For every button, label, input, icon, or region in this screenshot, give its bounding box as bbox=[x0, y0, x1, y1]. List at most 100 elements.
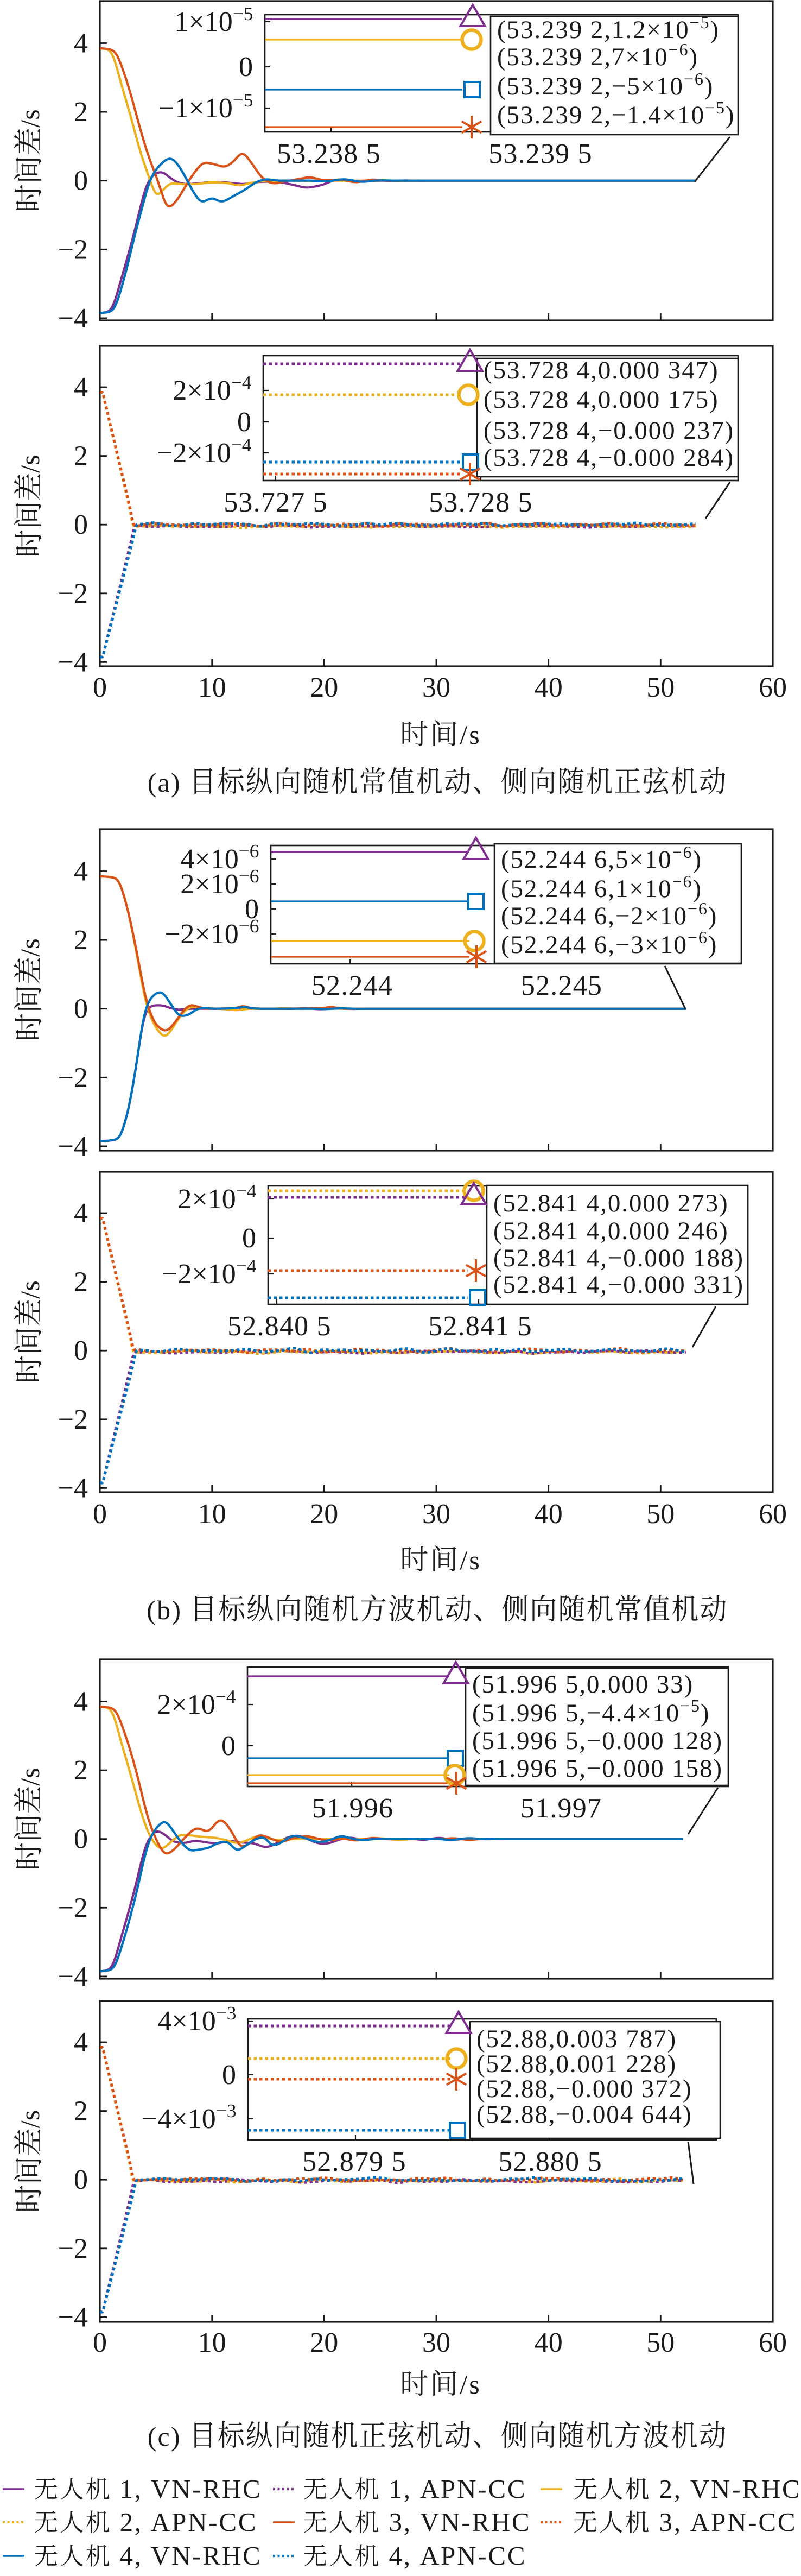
svg-text:2, APN-CC: 2, APN-CC bbox=[111, 2507, 257, 2537]
svg-text:0: 0 bbox=[222, 2060, 236, 2091]
svg-text:53.728 5: 53.728 5 bbox=[429, 487, 533, 518]
svg-text:/s: /s bbox=[15, 1280, 45, 1298]
svg-text:/s: /s bbox=[460, 2369, 481, 2400]
svg-text:(52.88,−0.004 644): (52.88,−0.004 644) bbox=[476, 2100, 692, 2129]
svg-text:): ) bbox=[689, 43, 698, 71]
svg-text:−5: −5 bbox=[690, 12, 710, 32]
svg-text:−4: −4 bbox=[236, 1255, 257, 1277]
svg-text:4: 4 bbox=[74, 28, 88, 59]
svg-text:4: 4 bbox=[74, 2027, 88, 2058]
svg-text:(b): (b) bbox=[147, 1595, 190, 1625]
svg-text:40: 40 bbox=[535, 2327, 563, 2358]
svg-text:(53.239 2,−1.4×10: (53.239 2,−1.4×10 bbox=[497, 101, 705, 129]
svg-text:(52.244 6,5×10: (52.244 6,5×10 bbox=[501, 845, 672, 874]
svg-text:50: 50 bbox=[646, 672, 675, 703]
svg-text:20: 20 bbox=[310, 1499, 338, 1530]
svg-text:(53.239 2,7×10: (53.239 2,7×10 bbox=[497, 43, 669, 71]
svg-text:1, APN-CC: 1, APN-CC bbox=[380, 2474, 526, 2504]
svg-text:−6: −6 bbox=[239, 865, 259, 887]
svg-text:−1×10: −1×10 bbox=[158, 93, 233, 124]
svg-text:53.238 5: 53.238 5 bbox=[277, 138, 381, 169]
svg-text:(c): (c) bbox=[148, 2421, 189, 2452]
svg-text:(52.841 4,0.000 273): (52.841 4,0.000 273) bbox=[493, 1189, 729, 1217]
svg-text:52.245: 52.245 bbox=[521, 970, 602, 1001]
svg-text:/s: /s bbox=[460, 719, 481, 750]
svg-text:−4: −4 bbox=[58, 2302, 88, 2333]
svg-text:2×10: 2×10 bbox=[157, 1689, 215, 1720]
svg-text:20: 20 bbox=[310, 2327, 338, 2358]
svg-text:−2: −2 bbox=[58, 1892, 88, 1923]
svg-text:0: 0 bbox=[93, 1499, 107, 1530]
svg-text:1, VN-RHC: 1, VN-RHC bbox=[111, 2474, 262, 2504]
svg-text:(52.88,0.003 787): (52.88,0.003 787) bbox=[476, 2025, 677, 2053]
svg-text:53.239 5: 53.239 5 bbox=[488, 138, 593, 169]
svg-text:0: 0 bbox=[221, 1731, 236, 1761]
svg-text:2×10: 2×10 bbox=[177, 1184, 236, 1215]
svg-text:(52.841 4,−0.000 331): (52.841 4,−0.000 331) bbox=[493, 1271, 744, 1299]
svg-text:−3: −3 bbox=[216, 2100, 237, 2122]
svg-text:(52.244 6,−3×10: (52.244 6,−3×10 bbox=[501, 931, 688, 959]
svg-text:(52.88,0.001 228): (52.88,0.001 228) bbox=[476, 2050, 677, 2078]
svg-text:10: 10 bbox=[198, 2327, 226, 2358]
svg-text:): ) bbox=[726, 101, 735, 129]
svg-text:(52.841 4,−0.000 188): (52.841 4,−0.000 188) bbox=[493, 1244, 744, 1272]
svg-text:(53.728 4,0.000 175): (53.728 4,0.000 175) bbox=[484, 386, 719, 414]
svg-text:10: 10 bbox=[198, 1499, 226, 1530]
svg-text:(51.996 5,0.000 33): (51.996 5,0.000 33) bbox=[472, 1670, 694, 1699]
svg-text:4×10: 4×10 bbox=[180, 844, 238, 875]
svg-text:−2: −2 bbox=[58, 1404, 88, 1435]
svg-text:52.880 5: 52.880 5 bbox=[498, 2146, 602, 2177]
svg-text:(52.244 6,−2×10: (52.244 6,−2×10 bbox=[501, 902, 688, 930]
svg-text:4: 4 bbox=[74, 856, 88, 887]
svg-text:(53.728 4,−0.000 284): (53.728 4,−0.000 284) bbox=[484, 444, 734, 472]
svg-text:/s: /s bbox=[460, 1545, 481, 1575]
svg-text:−2×10: −2×10 bbox=[162, 1259, 236, 1290]
svg-text:(53.728 4,−0.000 237): (53.728 4,−0.000 237) bbox=[484, 416, 734, 445]
svg-text:−2: −2 bbox=[58, 578, 88, 609]
svg-text:4×10: 4×10 bbox=[157, 2006, 215, 2037]
svg-text:(53.239 2,−5×10: (53.239 2,−5×10 bbox=[497, 72, 684, 100]
svg-text:52.879 5: 52.879 5 bbox=[302, 2146, 406, 2177]
svg-text:0: 0 bbox=[74, 2164, 88, 2195]
svg-text:2: 2 bbox=[74, 925, 88, 956]
svg-text:10: 10 bbox=[198, 672, 226, 703]
svg-text:/s: /s bbox=[15, 454, 45, 472]
svg-text:(53.239 2,1.2×10: (53.239 2,1.2×10 bbox=[497, 16, 690, 44]
svg-text:0: 0 bbox=[74, 509, 88, 540]
svg-text:60: 60 bbox=[759, 672, 787, 703]
svg-text:0: 0 bbox=[237, 407, 251, 438]
svg-text:60: 60 bbox=[759, 2327, 787, 2358]
svg-text:−5: −5 bbox=[680, 1696, 701, 1715]
svg-text:): ) bbox=[708, 902, 718, 930]
svg-text:−4: −4 bbox=[231, 371, 252, 393]
svg-text:2: 2 bbox=[74, 2096, 88, 2127]
svg-text:−4: −4 bbox=[231, 434, 252, 456]
svg-text:40: 40 bbox=[535, 672, 563, 703]
svg-text:(52.88,−0.000 372): (52.88,−0.000 372) bbox=[476, 2075, 692, 2103]
svg-text:30: 30 bbox=[422, 2327, 450, 2358]
svg-text:0: 0 bbox=[242, 1223, 256, 1254]
svg-text:/s: /s bbox=[15, 1767, 45, 1785]
svg-text:/s: /s bbox=[15, 109, 45, 127]
svg-text:52.841 5: 52.841 5 bbox=[428, 1311, 532, 1342]
svg-text:−5: −5 bbox=[233, 3, 253, 24]
svg-text:20: 20 bbox=[310, 672, 338, 703]
svg-text:4: 4 bbox=[74, 1198, 88, 1229]
svg-text:52.244: 52.244 bbox=[312, 970, 393, 1001]
svg-text:52.840 5: 52.840 5 bbox=[227, 1311, 332, 1342]
svg-text:4: 4 bbox=[74, 1687, 88, 1718]
svg-text:(53.728 4,0.000 347): (53.728 4,0.000 347) bbox=[484, 356, 719, 384]
svg-text:): ) bbox=[692, 875, 702, 903]
svg-text:−4: −4 bbox=[58, 1961, 88, 1992]
svg-text:−4: −4 bbox=[58, 1473, 88, 1504]
svg-text:0: 0 bbox=[74, 1824, 88, 1855]
svg-text:): ) bbox=[708, 931, 718, 959]
svg-text:40: 40 bbox=[535, 1499, 563, 1530]
svg-text:0: 0 bbox=[93, 2327, 107, 2358]
svg-text:−6: −6 bbox=[239, 915, 259, 937]
svg-text:(a): (a) bbox=[148, 767, 189, 798]
svg-text:−6: −6 bbox=[672, 872, 693, 891]
svg-text:−4: −4 bbox=[58, 1131, 88, 1162]
svg-text:): ) bbox=[692, 845, 702, 874]
svg-text:−4: −4 bbox=[58, 647, 88, 678]
